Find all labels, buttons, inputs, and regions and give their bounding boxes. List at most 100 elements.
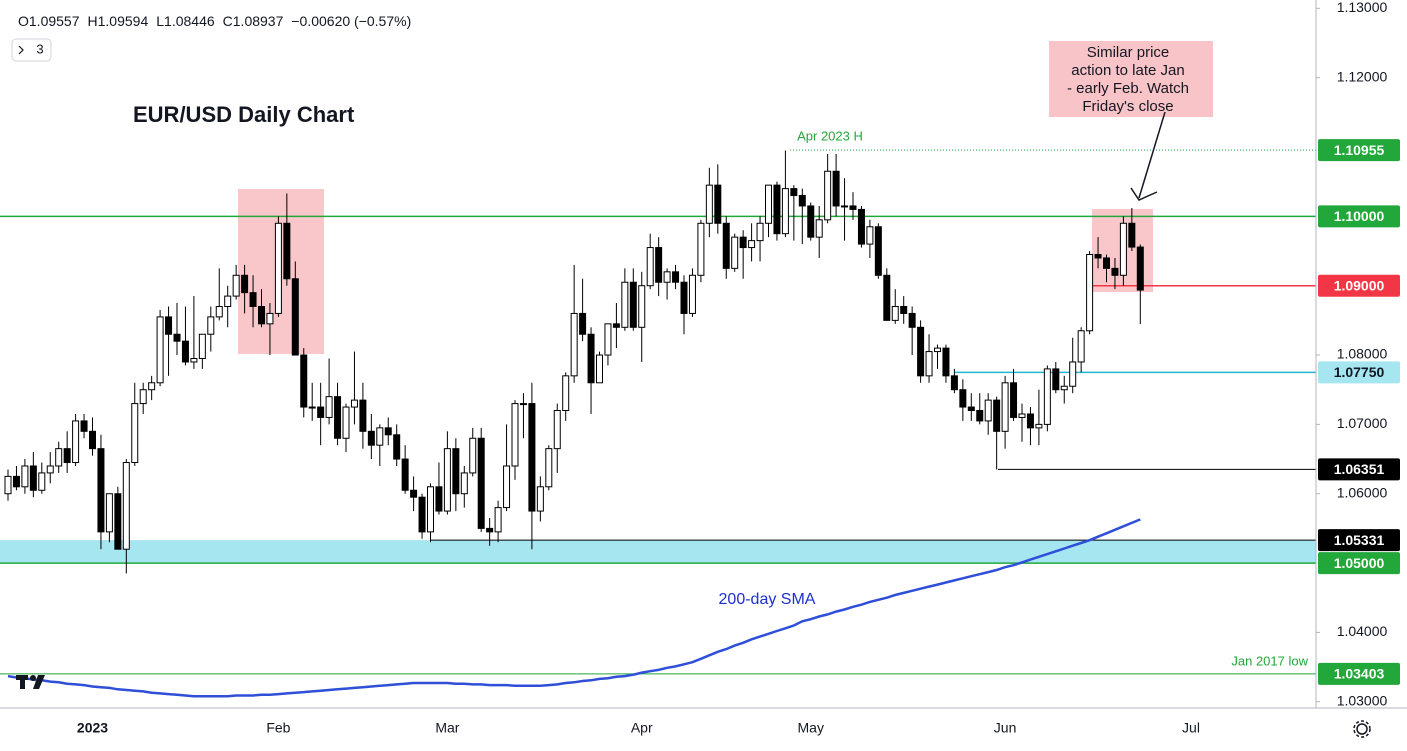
candle-body (308, 406, 316, 409)
candle-body (874, 226, 882, 276)
level-label: 1.10955 (1334, 142, 1385, 158)
candle-body (579, 312, 587, 335)
candle-body (562, 375, 570, 412)
x-axis-panel (0, 708, 1316, 751)
level-label: 1.07750 (1334, 364, 1385, 380)
sma-label: 200-day SMA (719, 591, 816, 608)
annotation-line: Similar price (1087, 44, 1170, 61)
legend-value: 1.08446 (164, 13, 215, 29)
candle-body (612, 323, 620, 328)
candle-body (1111, 267, 1119, 276)
candle-body (765, 184, 772, 224)
candle-body (89, 430, 96, 450)
candle-body (739, 236, 747, 249)
legend-key: C (223, 13, 233, 29)
candle-body (317, 406, 325, 418)
candle-body (105, 493, 113, 533)
candle-body (1026, 413, 1034, 429)
level-label: 1.05000 (1334, 555, 1385, 571)
candle-body (917, 326, 925, 377)
candle-body (427, 486, 434, 533)
candle-body (1086, 253, 1094, 332)
candle-body (72, 420, 80, 464)
candle-body (1052, 368, 1060, 391)
candle-body (12, 475, 20, 488)
candle-body (680, 281, 688, 314)
candle-body (959, 389, 967, 408)
y-tick-label: 1.13000 (1337, 0, 1388, 15)
candle-body (697, 222, 705, 276)
chart-title: EUR/USD Daily Chart (133, 102, 355, 127)
candle-body (165, 316, 173, 335)
candle-body (984, 399, 992, 422)
candle-body (443, 448, 451, 512)
level-badge (1318, 274, 1400, 297)
candle-body (688, 274, 696, 314)
annotation-line: Friday's close (1082, 98, 1173, 115)
candle-body (604, 323, 612, 356)
candle-body (798, 195, 806, 207)
candle-body (401, 458, 409, 491)
x-tick-label: Jul (1182, 720, 1200, 736)
candle-body (553, 410, 561, 450)
settings-icon[interactable] (1353, 720, 1371, 738)
candle-body (232, 274, 240, 297)
candle-body (1035, 423, 1043, 429)
levels (0, 149, 1316, 675)
annotation-box (1049, 41, 1213, 117)
indicator-toggle[interactable] (11, 38, 52, 62)
candle-body (435, 486, 443, 512)
annotation: Similar price action to late Jan - early F… (1067, 44, 1189, 115)
level-label: 1.06351 (1334, 461, 1385, 477)
candle-body (815, 219, 823, 238)
candle-body (1136, 246, 1144, 291)
candle-body (131, 403, 139, 464)
candle-body (756, 222, 764, 242)
y-tick-label: 1.12000 (1337, 68, 1388, 84)
y-tick-label: 1.06000 (1337, 484, 1388, 500)
candle-body (334, 396, 342, 439)
candle-body (156, 316, 164, 384)
candle-body (63, 448, 71, 464)
y-tick-label: 1.04000 (1337, 623, 1388, 639)
legend-value: 1.09557 (29, 13, 80, 29)
candle-body (570, 312, 578, 377)
annotation-arrow (1138, 111, 1166, 199)
y-tick-label: 1.08000 (1337, 346, 1388, 362)
candle-body (359, 399, 367, 432)
candle-body (367, 430, 375, 446)
candle-body (993, 399, 1001, 432)
chevron-icon (18, 45, 24, 55)
candle-body (748, 240, 756, 249)
candle-body (773, 184, 781, 235)
ohlc-legend: O1.09557 H1.09594 L1.08446 C1.08937 −0.00620… (18, 13, 411, 29)
legend-key: O (18, 13, 29, 29)
candle-body (469, 437, 477, 474)
candle-body (503, 465, 511, 509)
candle-body (849, 205, 857, 210)
candle-body (1103, 257, 1110, 269)
candle-body (883, 274, 891, 321)
candle-body (21, 465, 29, 488)
candle-body (1018, 413, 1026, 418)
candle-body (80, 420, 88, 432)
y-axis: 1.13000 1.12000 1.08000 1.07000 1.06000 1.040… (1316, 0, 1400, 708)
candle-body (97, 448, 105, 533)
candle-body (545, 448, 553, 488)
candle-body (410, 489, 418, 498)
candles (4, 150, 1144, 698)
annotation-line: - early Feb. Watch (1067, 80, 1189, 97)
candle-body (224, 295, 232, 307)
candle-body (300, 354, 308, 408)
tradingview-logo (16, 675, 45, 689)
candle-body (215, 305, 223, 318)
candle-body (418, 496, 426, 533)
candle-body (249, 292, 257, 307)
level-label: 1.10000 (1334, 208, 1385, 224)
sma-line (7, 518, 1141, 698)
candle-body (646, 247, 654, 287)
candle-body (173, 333, 181, 342)
overlay: EUR/USD Daily Chart Apr 2023 H 200-day S… (11, 13, 1309, 689)
